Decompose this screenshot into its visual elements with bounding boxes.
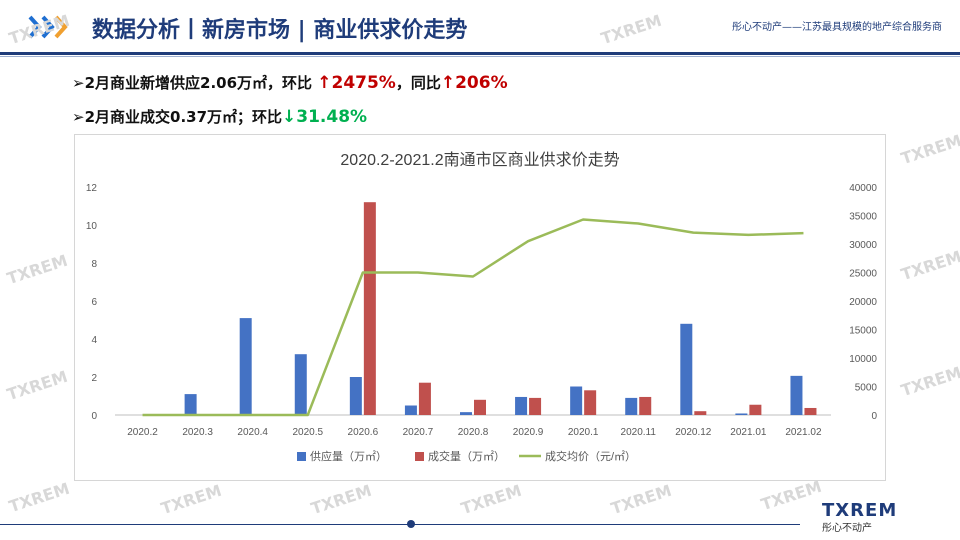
x-tick-label: 2020.11 xyxy=(621,427,657,438)
x-tick-label: 2020.1 xyxy=(568,427,599,438)
tagline: 彤心不动产——江苏最具规模的地产综合服务商 xyxy=(732,22,942,33)
chart-title: 2020.2-2021.2南通市区商业供求价走势 xyxy=(340,151,619,169)
x-tick-label: 2020.8 xyxy=(458,427,489,438)
bullet-deal-text: 2月商业成交0.37万㎡；环比 xyxy=(84,108,283,126)
bar-deal xyxy=(639,396,652,415)
logo-text: TXREM xyxy=(822,500,898,521)
watermark: TXREM xyxy=(898,246,960,285)
bar-supply xyxy=(349,377,362,415)
bullet-supply-text: 2月商业新增供应2.06万㎡，环比 xyxy=(84,74,318,92)
y-tick-right: 20000 xyxy=(849,297,877,308)
bar-supply xyxy=(184,394,197,415)
bar-deal xyxy=(418,382,431,415)
x-tick-label: 2020.2 xyxy=(127,427,158,438)
footer-dot xyxy=(407,520,415,528)
y-tick-right: 30000 xyxy=(849,240,877,251)
bar-deal xyxy=(694,411,707,415)
bar-deal xyxy=(804,407,817,415)
header-divider-thin xyxy=(0,56,960,57)
y-tick-right: 40000 xyxy=(849,183,877,194)
bar-supply xyxy=(570,386,583,415)
y-tick-left: 6 xyxy=(91,297,97,308)
bullet-supply-mid: ，同比 xyxy=(395,74,441,92)
y-tick-left: 0 xyxy=(91,411,97,422)
bar-supply xyxy=(625,397,638,415)
x-tick-label: 2020.3 xyxy=(182,427,213,438)
watermark: TXREM xyxy=(158,480,224,519)
x-tick-label: 2020.4 xyxy=(237,427,268,438)
bar-deal xyxy=(474,399,486,415)
legend-deal-label: 成交量（万㎡） xyxy=(428,449,505,463)
legend-supply-label: 供应量（万㎡） xyxy=(310,449,387,463)
company-logo: TXREM 彤心不动产 xyxy=(822,500,932,536)
bar-supply xyxy=(735,413,748,415)
header: 数据分析丨新房市场 | 商业供求价走势 彤心不动产——江苏最具规模的地产综合服务… xyxy=(0,0,960,57)
bar-supply xyxy=(515,396,528,415)
x-tick-label: 2021.01 xyxy=(730,427,767,438)
supply-mom-change: ↑2475% xyxy=(317,73,396,93)
x-tick-label: 2020.9 xyxy=(513,427,544,438)
y-tick-right: 10000 xyxy=(849,354,877,365)
x-tick-label: 2020.5 xyxy=(292,427,323,438)
bar-supply xyxy=(294,354,307,415)
bar-supply xyxy=(680,323,693,415)
watermark: TXREM xyxy=(758,476,824,515)
bullet-arrow-icon: ➢ xyxy=(72,74,85,92)
y-tick-right: 25000 xyxy=(849,269,877,280)
footer-divider xyxy=(0,524,800,525)
watermark: TXREM xyxy=(4,366,70,405)
x-tick-label: 2021.02 xyxy=(785,427,822,438)
bar-supply xyxy=(404,405,417,415)
bar-deal xyxy=(363,202,376,415)
bar-supply xyxy=(239,318,252,415)
watermark: TXREM xyxy=(6,478,72,517)
supply-yoy-change: ↑206% xyxy=(440,73,508,93)
y-tick-left: 12 xyxy=(86,183,98,194)
bullet-supply: ➢2月商业新增供应2.06万㎡，环比 ↑2475%，同比↑206% xyxy=(72,72,508,93)
y-tick-right: 0 xyxy=(871,411,877,422)
x-tick-label: 2020.6 xyxy=(348,427,379,438)
chevron-arrows-icon xyxy=(28,15,68,39)
y-tick-right: 35000 xyxy=(849,212,877,223)
y-tick-left: 2 xyxy=(91,373,97,384)
x-tick-label: 2020.12 xyxy=(675,427,712,438)
y-tick-left: 8 xyxy=(91,259,97,270)
y-tick-left: 4 xyxy=(91,335,97,346)
chart-panel: 2020.2-2021.2南通市区商业供求价走势 0 2 4 6 8 10 12 0 5000 10… xyxy=(74,134,886,481)
bullet-arrow-icon: ➢ xyxy=(72,108,85,126)
page-title: 数据分析丨新房市场 | 商业供求价走势 xyxy=(92,18,468,43)
watermark: TXREM xyxy=(308,480,374,519)
logo-subtext: 彤心不动产 xyxy=(822,523,872,534)
legend-price-label: 成交均价（元/㎡） xyxy=(545,449,636,463)
legend-deal-swatch xyxy=(415,452,424,461)
bar-supply xyxy=(460,412,472,415)
watermark: TXREM xyxy=(898,362,960,401)
bar-deal xyxy=(529,397,542,415)
bar-supply xyxy=(790,375,803,415)
watermark: TXREM xyxy=(458,480,524,519)
chart: 2020.2-2021.2南通市区商业供求价走势 0 2 4 6 8 10 12 0 5000 10… xyxy=(86,151,878,463)
y-tick-right: 15000 xyxy=(849,326,877,337)
watermark: TXREM xyxy=(608,480,674,519)
watermark: TXREM xyxy=(898,130,960,169)
header-divider xyxy=(0,52,960,55)
bar-deal xyxy=(584,390,597,415)
bar-deal xyxy=(749,404,762,415)
legend-supply-swatch xyxy=(297,452,306,461)
y-tick-right: 5000 xyxy=(855,383,878,394)
y-tick-left: 10 xyxy=(86,221,98,232)
watermark: TXREM xyxy=(4,250,70,289)
series-line-price xyxy=(142,218,804,417)
bullet-deal: ➢2月商业成交0.37万㎡；环比↓31.48% xyxy=(72,106,367,127)
x-tick-label: 2020.7 xyxy=(403,427,434,438)
deal-mom-change: ↓31.48% xyxy=(282,107,368,127)
